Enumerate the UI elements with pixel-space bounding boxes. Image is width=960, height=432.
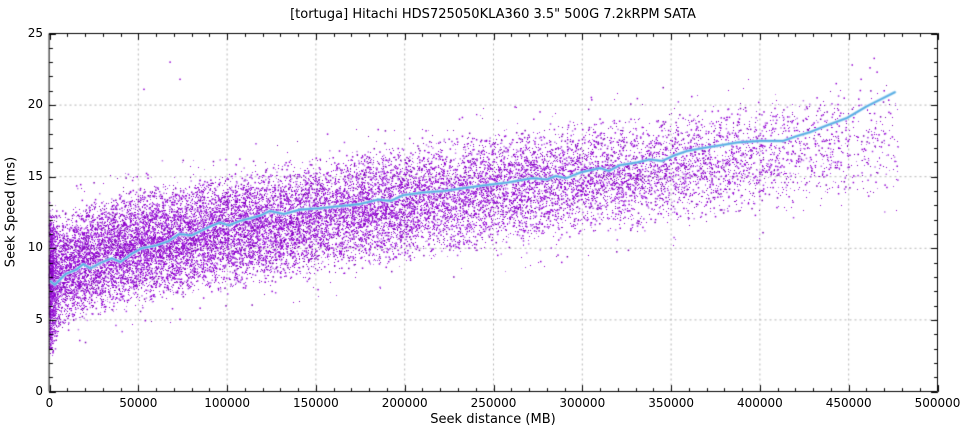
x-tick-label: 200000 [381, 396, 428, 410]
y-tick-label: 10 [27, 240, 43, 255]
x-tick-label: 350000 [648, 396, 694, 410]
y-tick-label: 25 [27, 25, 43, 40]
y-tick-label: 5 [35, 311, 43, 326]
x-tick-label: 400000 [736, 396, 783, 410]
x-tick-label: 450000 [825, 396, 872, 410]
x-axis-label: Seek distance (MB) [430, 412, 556, 427]
y-tick-label: 20 [27, 97, 43, 112]
x-tick-label: 100000 [204, 396, 250, 410]
x-tick-label: 50000 [119, 396, 158, 410]
y-tick-label: 0 [35, 383, 43, 398]
y-tick-label: 15 [27, 168, 43, 183]
x-tick-label: 500000 [914, 396, 960, 410]
x-tick-label: 0 [45, 396, 54, 410]
x-tick-label: 250000 [470, 396, 517, 410]
chart-title: [tortuga] Hitachi HDS725050KLA360 3.5" 5… [290, 7, 696, 22]
x-tick-label: 150000 [292, 396, 339, 410]
x-tick-label: 300000 [559, 396, 606, 410]
